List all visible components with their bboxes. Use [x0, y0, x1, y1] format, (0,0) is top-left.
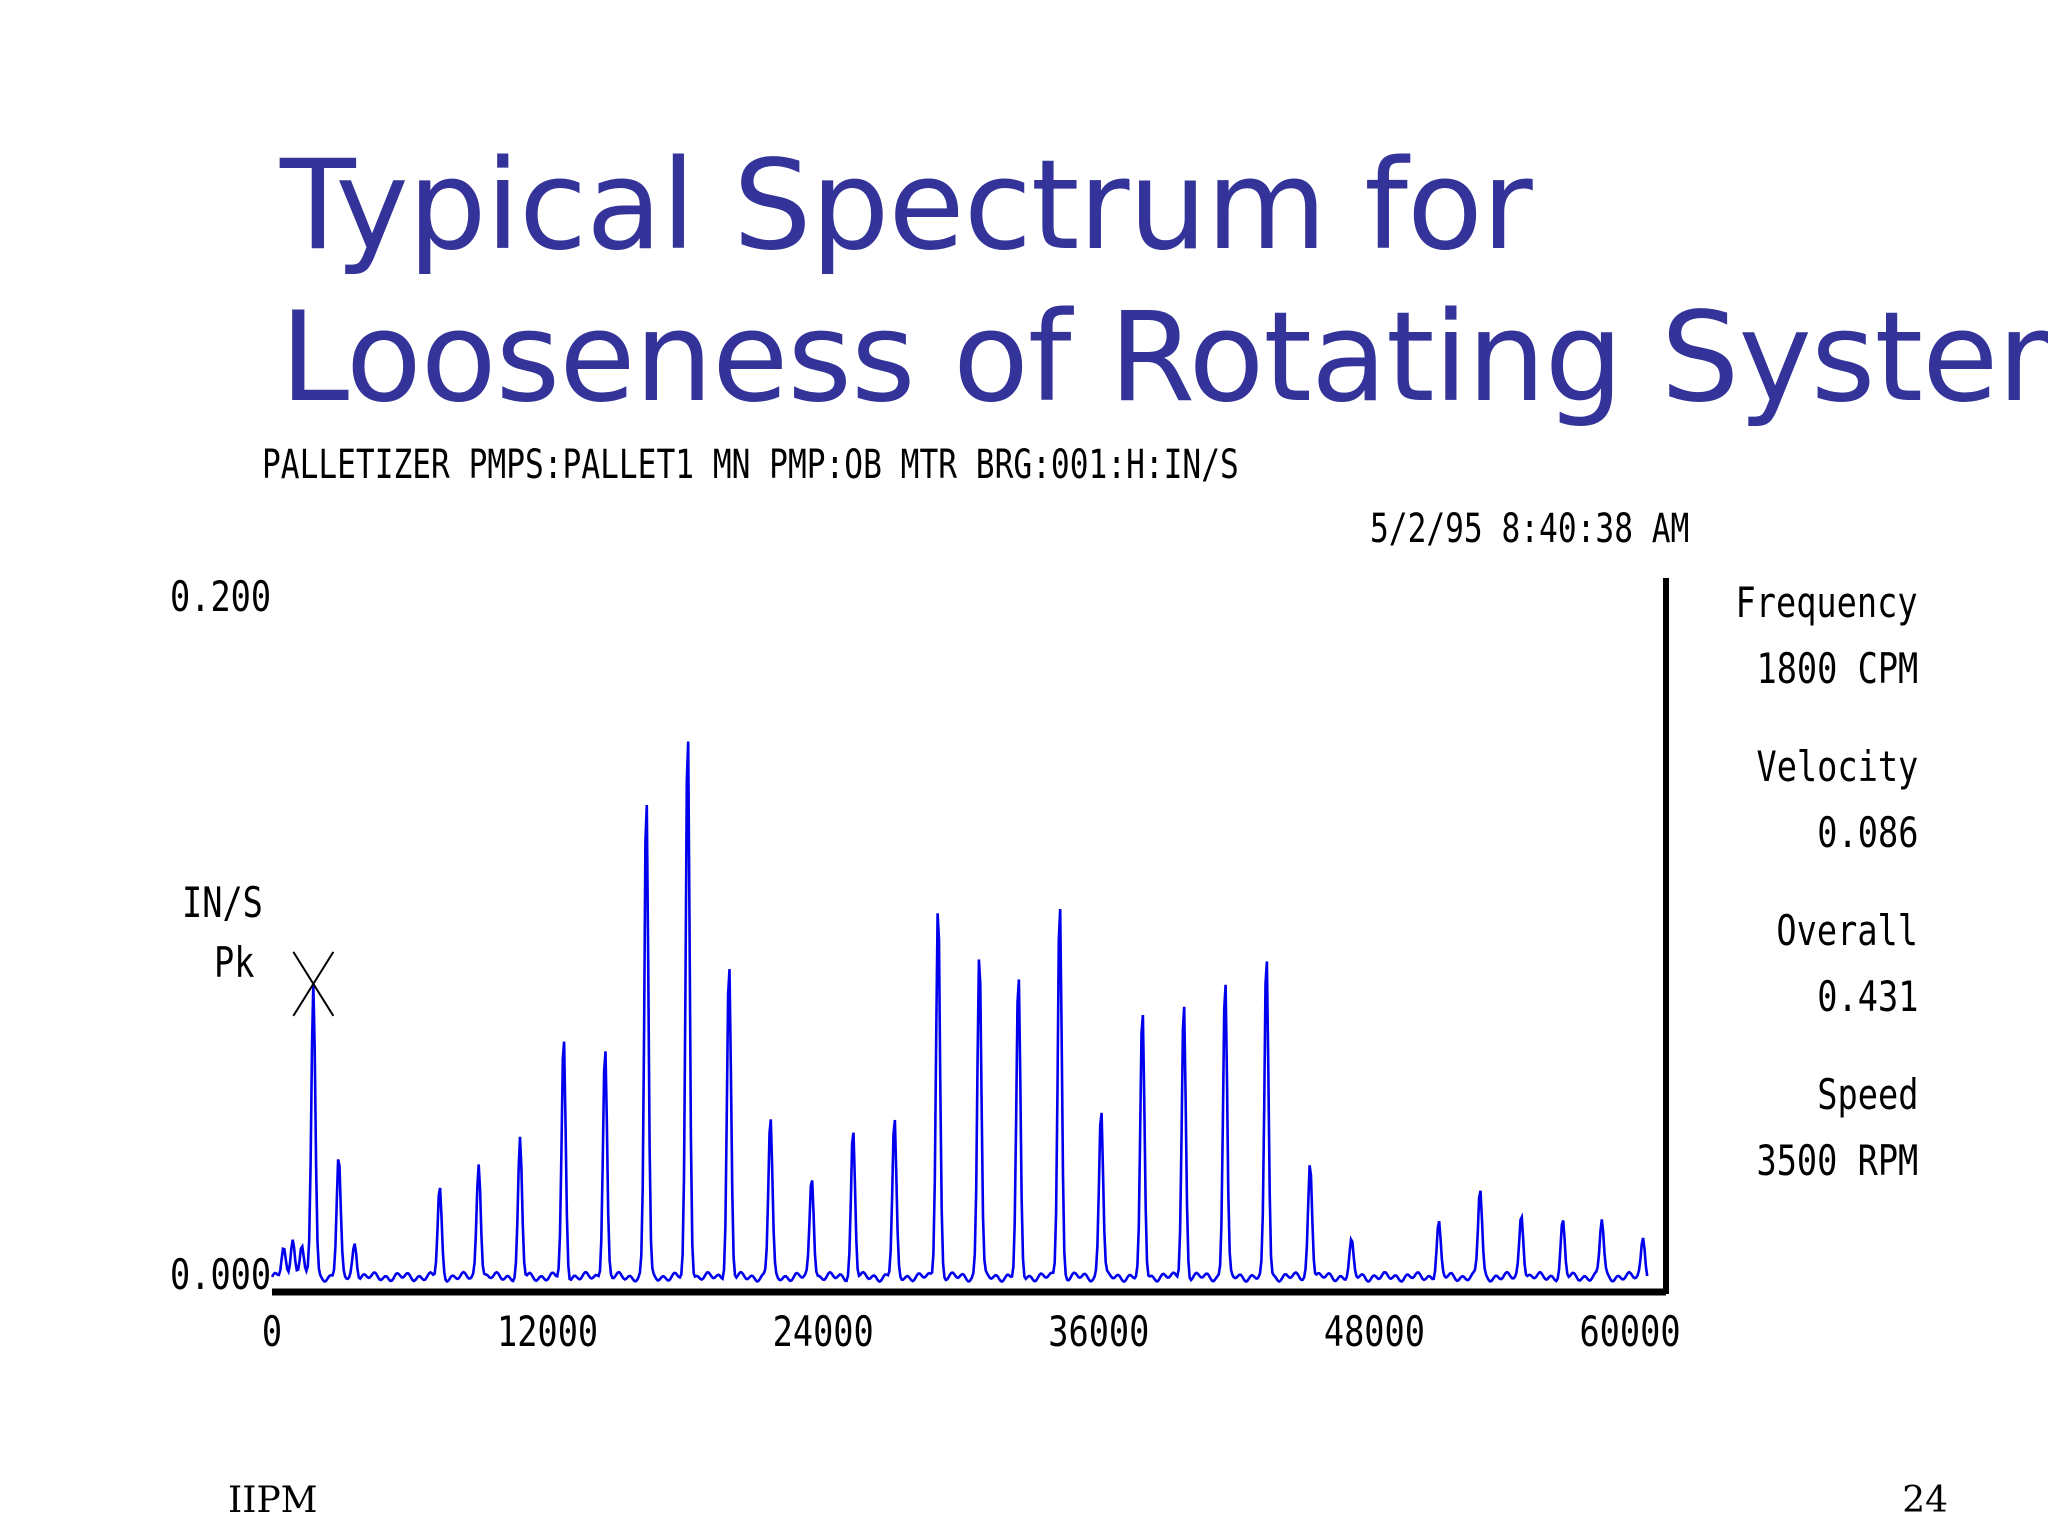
- spectrum-peak: [978, 953, 980, 955]
- readout-velocity-label: Velocity: [1756, 742, 1918, 791]
- x-tick-label: 24000: [773, 1307, 874, 1356]
- spectrum-peak: [1100, 1110, 1102, 1112]
- plot-header: PALLETIZER PMPS:PALLET1 MN PMP:OB MTR BR…: [262, 442, 1239, 488]
- spectrum-line: [270, 741, 1649, 1284]
- spectrum-peak: [1183, 1004, 1185, 1006]
- spectrum-peak: [1059, 901, 1061, 903]
- x-tick-label: 60000: [1579, 1307, 1680, 1356]
- readout-frequency-value: 1800 CPM: [1756, 644, 1918, 693]
- readout-speed-label: Speed: [1816, 1070, 1918, 1119]
- cursor-x-stroke: [292, 951, 335, 1017]
- readout-overall-value: 0.431: [1816, 972, 1918, 1021]
- spectrum-peak: [1265, 956, 1267, 958]
- readout-frequency-label: Frequency: [1735, 578, 1918, 627]
- x-tick-label: 36000: [1048, 1307, 1149, 1356]
- spectrum-peak: [728, 966, 730, 968]
- y-tick-label-bottom: 0.000: [170, 1250, 272, 1299]
- series-layer: [270, 730, 1649, 1284]
- readout-velocity-value: 0.086: [1816, 808, 1918, 857]
- slide-title-line2: Looseness of Rotating System: [280, 286, 2048, 430]
- x-tick-label: 0: [262, 1307, 282, 1356]
- x-tick-label: 12000: [497, 1307, 598, 1356]
- spectrum-peak: [604, 1048, 606, 1050]
- x-tick-labels: 0 12000 24000 36000 48000 60000: [262, 1307, 1681, 1356]
- cursor-marker: [292, 951, 335, 1017]
- y-axis-unit: IN/S: [182, 878, 263, 927]
- slide-title: Typical Spectrum for Looseness of Rotati…: [280, 130, 2048, 434]
- y-axis-unit-type: Pk: [214, 938, 255, 987]
- readout-speed-value: 3500 RPM: [1756, 1136, 1918, 1185]
- x-tick-label: 48000: [1324, 1307, 1425, 1356]
- footer-page-number: 24: [1902, 1480, 1948, 1521]
- footer-left: IIPM: [228, 1480, 318, 1521]
- spectrum-peak: [687, 730, 689, 732]
- spectrum-peak: [811, 1178, 813, 1180]
- slide-title-line1: Typical Spectrum for: [280, 134, 1533, 278]
- spectrum-peak: [937, 905, 939, 907]
- readout-overall-label: Overall: [1776, 906, 1918, 955]
- plot-timestamp: 5/2/95 8:40:38 AM: [1370, 506, 1690, 552]
- spectrum-peak: [645, 795, 647, 797]
- spectrum-peak: [1224, 980, 1226, 982]
- y-tick-label-top: 0.200: [170, 572, 272, 621]
